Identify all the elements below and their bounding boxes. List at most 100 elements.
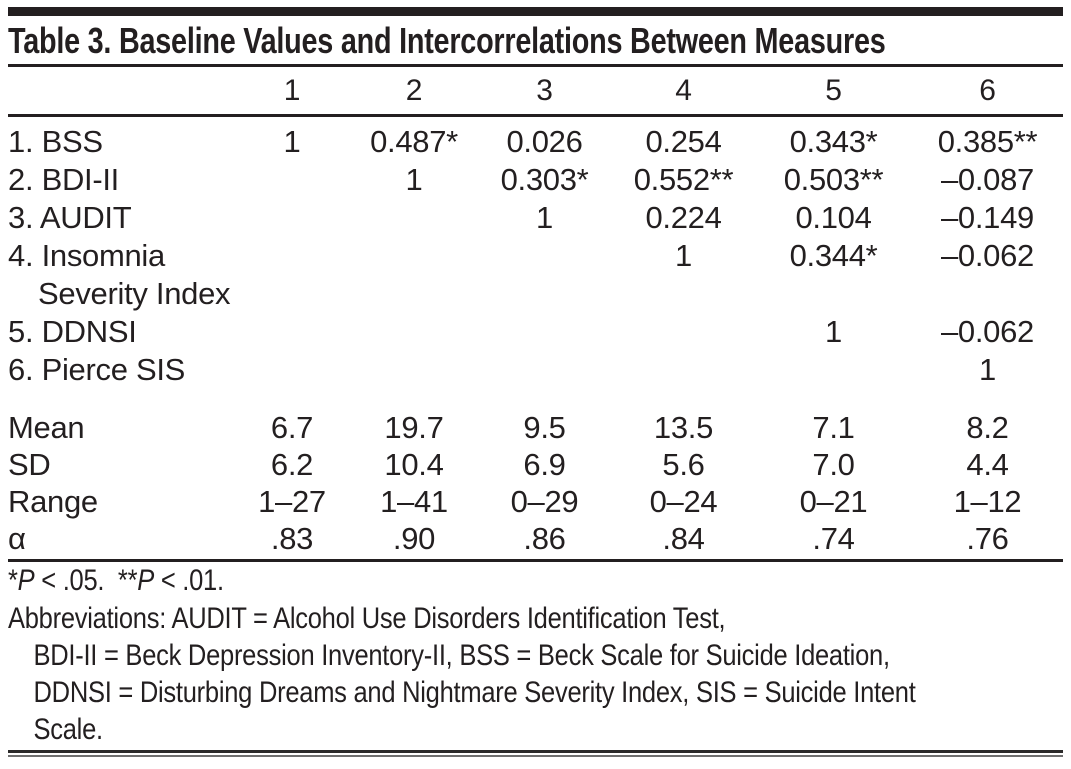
significance-p1: P [17,564,35,597]
footer-rule [8,559,1063,562]
header-empty [8,67,233,117]
cell: 0.254 [645,124,722,159]
cell: 1–12 [953,484,1022,519]
cell [477,313,612,351]
cell: 5.6 [662,447,705,482]
table-title: Table 3. Baseline Values and Intercorrel… [8,20,886,61]
cell: 0.385** [937,124,1038,159]
top-rule-bar [8,7,1063,16]
cell: 0.303* [500,162,589,197]
table-row-sis: 6. Pierce SIS 1 [8,351,1063,389]
significance-star1: * [8,564,18,597]
cell [351,199,477,237]
abbreviations-note: Abbreviations: AUDIT = Alcohol Use Disor… [8,600,916,748]
cell: 0.026 [506,124,583,159]
table-row-bss: 1. BSS 1 0.487* 0.026 0.254 0.343* 0.385… [8,116,1063,162]
table-row-mean: Mean 6.7 19.7 9.5 13.5 7.1 8.2 [8,409,1063,446]
table-row-range: Range 1–27 1–41 0–29 0–24 0–21 1–12 [8,483,1063,520]
cell: 0–29 [510,484,579,519]
table-row-audit: 3. AUDIT 1 0.224 0.104 –0.149 [8,199,1063,237]
row-label: 2. BDI-II [8,162,119,197]
header-row: 1 2 3 4 5 6 [8,67,1063,117]
cell: 0–24 [649,484,718,519]
title-rule [8,64,1063,67]
bottom-double-rule [8,750,1063,757]
cell: 0–21 [799,484,868,519]
cell: 6.7 [270,410,314,445]
cell: 1 [536,200,553,235]
cell: 7.0 [812,447,855,482]
cell: –0.062 [940,238,1035,273]
row-label: 3. AUDIT [8,200,132,235]
table-row-bdi: 2. BDI-II 1 0.303* 0.552** 0.503** –0.08… [8,161,1063,199]
cell: .86 [523,521,566,556]
cell: –0.062 [940,314,1035,349]
cell [233,313,351,351]
significance-note: *P < .05. **P < .01. [8,562,905,600]
cell [477,237,612,313]
cell [612,351,755,389]
cell: 0.552** [633,162,734,197]
abbreviations-line: DDNSI = Disturbing Dreams and Nightmare … [33,676,916,709]
column-header-2: 2 [351,67,477,117]
abbreviations-line: BDI-II = Beck Depression Inventory-II, B… [33,639,891,672]
cell [755,351,912,389]
column-header-5: 5 [755,67,912,117]
cell: 1 [825,314,842,349]
cell: 10.4 [384,447,444,482]
cell [612,313,755,351]
cell [233,237,351,313]
cell: 1 [675,238,692,273]
row-label: SD [8,447,51,482]
cell: .90 [392,521,436,556]
cell [233,199,351,237]
significance-threshold2: < .01. [154,564,224,597]
significance-threshold1: < .05. [34,564,118,597]
cell [233,161,351,199]
cell: 6.9 [523,447,566,482]
spacer-cell [8,389,1063,409]
cell [477,351,612,389]
abbreviations-line: Abbreviations: AUDIT = Alcohol Use Disor… [8,602,726,635]
correlation-table: 1 2 3 4 5 6 1. BSS 1 0.487* 0.026 0.254 … [8,67,1063,557]
row-label: 6. Pierce SIS [8,352,186,387]
cell [351,237,477,313]
table-figure: Table 3. Baseline Values and Intercorrel… [0,7,1071,757]
cell: 1 [405,162,423,197]
row-label-line1: 4. Insomnia [8,238,165,273]
cell: .84 [662,521,705,556]
cell: 1–41 [380,484,448,519]
footnotes: *P < .05. **P < .01. Abbreviations: AUDI… [8,562,916,748]
cell: 1 [283,124,301,159]
cell: 8.2 [966,410,1009,445]
row-label: Range [8,484,98,519]
abbreviations-line: Scale. [33,713,104,746]
significance-star2: ** [117,564,138,597]
cell: –0.149 [940,200,1035,235]
cell [233,351,351,389]
row-label: α [8,521,26,556]
cell [351,351,477,389]
cell: 13.5 [653,410,714,445]
cell: 0.503** [783,162,884,197]
cell: 0.344* [789,238,878,273]
cell: 0.343* [789,124,878,159]
row-label-line2: Severity Index [38,276,231,311]
column-header-6: 6 [912,67,1063,117]
cell: .74 [812,521,855,556]
table-row-ddnsi: 5. DDNSI 1 –0.062 [8,313,1063,351]
cell: 1 [979,352,996,387]
row-label: 1. BSS [8,124,103,159]
cell: 9.5 [523,410,566,445]
cell: 4.4 [966,447,1009,482]
row-label: Mean [8,410,85,445]
cell: 0.487* [370,124,458,159]
cell: 1–27 [258,484,326,519]
column-header-4: 4 [612,67,755,117]
cell: 19.7 [384,410,444,445]
cell: 6.2 [270,447,314,482]
column-header-1: 1 [233,67,351,117]
cell: 0.104 [795,200,872,235]
cell: 7.1 [812,410,855,445]
cell: .83 [270,521,314,556]
